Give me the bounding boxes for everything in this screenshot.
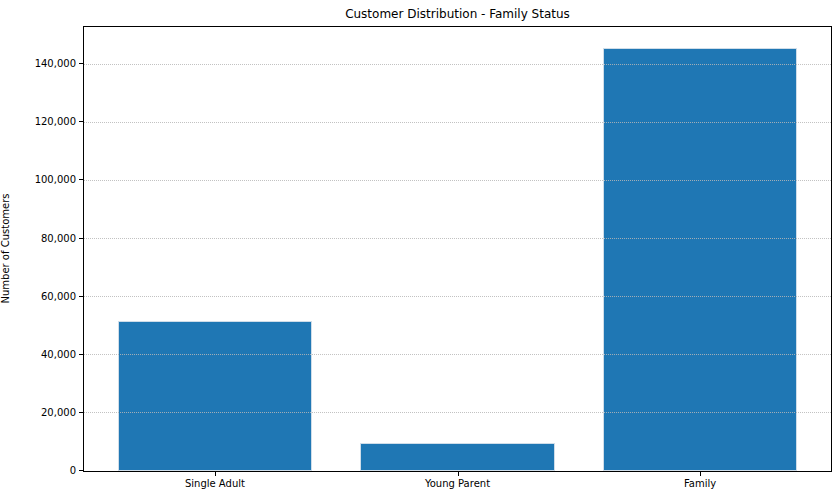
plot-area [83,26,832,472]
chart-title: Customer Distribution - Family Status [83,7,832,21]
y-gridline [84,180,831,181]
y-tick-label: 140,000 [0,58,76,70]
y-gridline [84,238,831,239]
y-tick-mark [79,121,83,122]
y-gridline [84,296,831,297]
y-gridline [84,64,831,65]
y-tick-label: 100,000 [0,174,76,186]
y-tick-label: 60,000 [0,291,76,303]
y-tick-label: 0 [0,465,76,477]
y-gridline [84,122,831,123]
y-gridline [84,354,831,355]
y-tick-mark [79,470,83,471]
bar-young-parent [360,443,554,471]
y-tick-mark [79,412,83,413]
x-tick-mark [458,472,459,476]
x-tick-label: Family [620,478,780,489]
y-tick-mark [79,296,83,297]
bar-chart-figure: Customer Distribution - Family Status Nu… [0,0,840,501]
y-tick-label: 40,000 [0,349,76,361]
x-tick-mark [215,472,216,476]
y-tick-mark [79,63,83,64]
x-tick-label: Single Adult [135,478,295,489]
y-tick-mark [79,179,83,180]
x-tick-label: Young Parent [378,478,538,489]
y-gridline [84,412,831,413]
y-tick-label: 20,000 [0,407,76,419]
bar-family [603,48,797,471]
x-tick-mark [700,472,701,476]
bar-single-adult [118,321,312,471]
y-tick-label: 80,000 [0,233,76,245]
y-tick-label: 120,000 [0,116,76,128]
y-tick-mark [79,354,83,355]
y-tick-mark [79,238,83,239]
